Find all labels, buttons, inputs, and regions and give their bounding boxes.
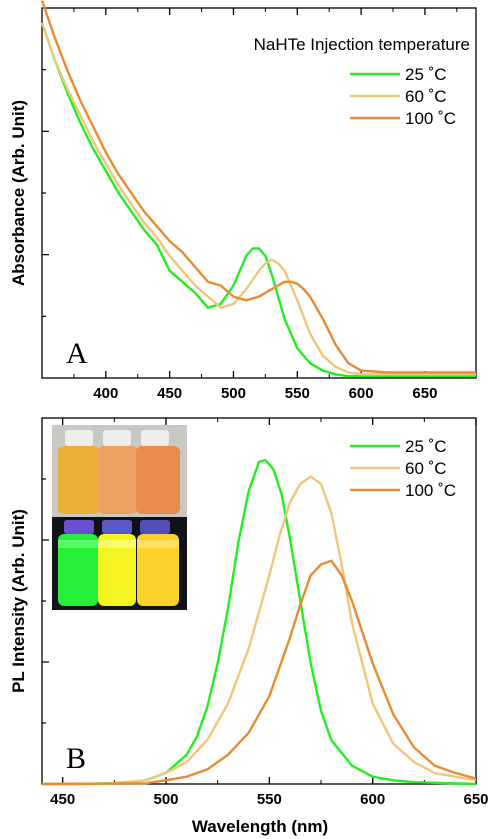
panel-a-frame bbox=[41, 7, 477, 379]
vial-uv-cap-1 bbox=[64, 520, 94, 534]
panel-b-ylabel: PL Intensity (Arb. Unit) bbox=[9, 509, 28, 693]
panel-b-ticks: 450 500 550 600 650 bbox=[42, 418, 489, 808]
panel-a-legend: 25 ˚C 60 ˚C 100 ˚C bbox=[350, 65, 456, 128]
legend-entry-label: 25 ˚C bbox=[405, 65, 447, 84]
vial-uv-2 bbox=[98, 534, 136, 606]
vial-daylight-1 bbox=[58, 446, 100, 514]
vial-uv-1 bbox=[58, 534, 98, 606]
series-line-100c bbox=[40, 0, 476, 374]
panel-a-letter: A bbox=[66, 337, 88, 370]
x-tick-label: 550 bbox=[285, 385, 310, 402]
legend-entry-label: 25 ˚C bbox=[405, 437, 447, 456]
panel-b-series bbox=[41, 458, 477, 786]
panel-a-ylabel: Absorbance (Arb. Unit) bbox=[9, 100, 28, 286]
panel-b-pl: 450 500 550 600 650 PL Intensity (Arb. Unit)… bbox=[9, 417, 489, 836]
vial-daylight-2 bbox=[98, 446, 138, 514]
vial-uv-cap-3 bbox=[140, 520, 170, 534]
x-tick-label: 450 bbox=[157, 385, 182, 402]
panel-b-legend: 25 ˚C 60 ˚C 100 ˚C bbox=[350, 437, 456, 500]
x-tick-label: 650 bbox=[463, 791, 488, 808]
x-tick-label: 600 bbox=[349, 385, 374, 402]
x-tick-label: 650 bbox=[412, 385, 437, 402]
vials-inset-photo bbox=[52, 425, 187, 610]
panel-a-series bbox=[40, 0, 476, 378]
x-tick-label: 500 bbox=[221, 385, 246, 402]
vial-daylight-3 bbox=[136, 446, 180, 514]
series-line-100c bbox=[41, 559, 477, 786]
vial-uv-cap-2 bbox=[102, 520, 132, 534]
x-tick-label: 450 bbox=[50, 791, 75, 808]
x-tick-label: 400 bbox=[93, 385, 118, 402]
panel-a-legend-title: NaHTe Injection temperature bbox=[254, 35, 470, 54]
legend-entry-label: 60 ˚C bbox=[405, 87, 447, 106]
legend-entry-label: 100 ˚C bbox=[405, 481, 456, 500]
vial-uv-3 bbox=[137, 534, 179, 606]
panel-a-ticks: 400 450 500 550 600 650 bbox=[41, 8, 458, 402]
panel-b-xlabel: Wavelength (nm) bbox=[192, 817, 328, 836]
legend-entry-label: 60 ˚C bbox=[405, 459, 447, 478]
x-tick-label: 500 bbox=[153, 791, 178, 808]
x-tick-label: 600 bbox=[360, 791, 385, 808]
series-line-60c bbox=[42, 475, 477, 786]
panel-a-absorbance: 400 450 500 550 600 650 Absorbance (Arb. Unit… bbox=[9, 0, 477, 402]
vial-cap-1 bbox=[65, 430, 93, 446]
x-tick-label: 550 bbox=[257, 791, 282, 808]
legend-entry-label: 100 ˚C bbox=[405, 109, 456, 128]
vial-cap-2 bbox=[103, 430, 131, 446]
panel-b-letter: B bbox=[66, 742, 86, 775]
series-line-25c bbox=[40, 22, 476, 378]
series-line-60c bbox=[40, 22, 476, 376]
vial-cap-3 bbox=[141, 430, 169, 446]
